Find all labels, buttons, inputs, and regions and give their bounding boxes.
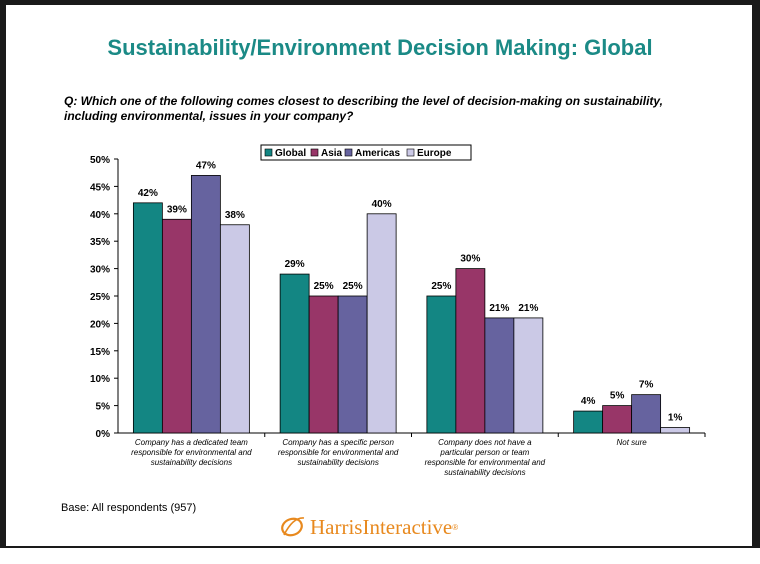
bar [132,202,163,434]
x-tick-label: sustainability decisions [297,458,378,467]
y-tick-label: 45% [90,182,110,193]
x-tick-label: Company does not have a [438,438,532,447]
bar [573,410,604,434]
bottom-border [0,546,760,564]
data-label: 21% [518,303,538,314]
x-tick-label: Company has a dedicated team [135,438,248,447]
data-label: 38% [225,210,245,221]
legend-swatch [310,148,319,157]
data-label: 1% [668,413,683,424]
page-title: Sustainability/Environment Decision Maki… [107,35,653,60]
legend-swatch [264,148,273,157]
legend-swatch [406,148,415,157]
bar [631,394,662,434]
bar [513,317,544,434]
x-tick-label: sustainability decisions [151,458,232,467]
x-tick-label: sustainability decisions [444,468,525,477]
x-tick-label: responsible for environmental and [425,458,546,467]
bar [484,317,515,434]
data-label: 25% [431,281,451,292]
harris-interactive-logo: HarrisInteractive ® [280,513,458,541]
x-tick-label: responsible for environmental and [278,448,399,457]
y-tick-label: 40% [90,210,110,221]
survey-question: Q: Which one of the following comes clos… [64,94,663,123]
registered-mark: ® [452,522,459,532]
bar [279,273,310,434]
y-tick-label: 30% [90,265,110,276]
y-tick-label: 35% [90,237,110,248]
y-tick-label: 0% [96,429,111,440]
base-note: Base: All respondents (957) [61,502,197,514]
data-label: 40% [372,199,392,210]
data-label: 47% [196,160,216,171]
legend-label: Asia [321,148,343,159]
bar [660,427,691,434]
data-label: 4% [581,396,596,407]
x-tick-label: responsible for environmental and [131,448,252,457]
x-tick-label: Company has a specific person [282,438,394,447]
y-tick-label: 50% [90,155,110,166]
y-tick-label: 5% [96,402,111,413]
bar [161,218,192,434]
bar [426,295,457,434]
data-label: 29% [285,259,305,270]
legend-swatch [344,148,353,157]
y-tick-label: 15% [90,347,110,358]
legend-label: Americas [355,148,400,159]
data-label: 42% [138,188,158,199]
y-tick-label: 10% [90,374,110,385]
bar [190,175,221,434]
bar-chart: 0% 5% 10% 15% 20% 25% 30% 35% 40% 45% 50% 42% 39% 47%… [90,144,706,477]
data-label: 30% [460,254,480,265]
bar [308,295,339,434]
bar [219,224,250,434]
legend-label: Global [275,148,306,159]
bar [455,268,486,434]
x-tick-label: particular person or team [439,448,529,457]
logo-wordmark: HarrisInteractive [310,514,453,539]
data-label: 25% [314,281,334,292]
bar [337,295,368,434]
bar [366,213,397,434]
y-tick-label: 20% [90,319,110,330]
legend-label: Europe [417,148,452,159]
data-label: 7% [639,380,654,391]
data-label: 25% [343,281,363,292]
data-label: 39% [167,204,187,215]
harris-o-logo-icon [281,517,305,537]
y-tick-label: 25% [90,292,110,303]
bar [602,405,633,434]
data-label: 21% [489,303,509,314]
x-tick-label: Not sure [617,438,648,447]
data-label: 5% [610,391,625,402]
